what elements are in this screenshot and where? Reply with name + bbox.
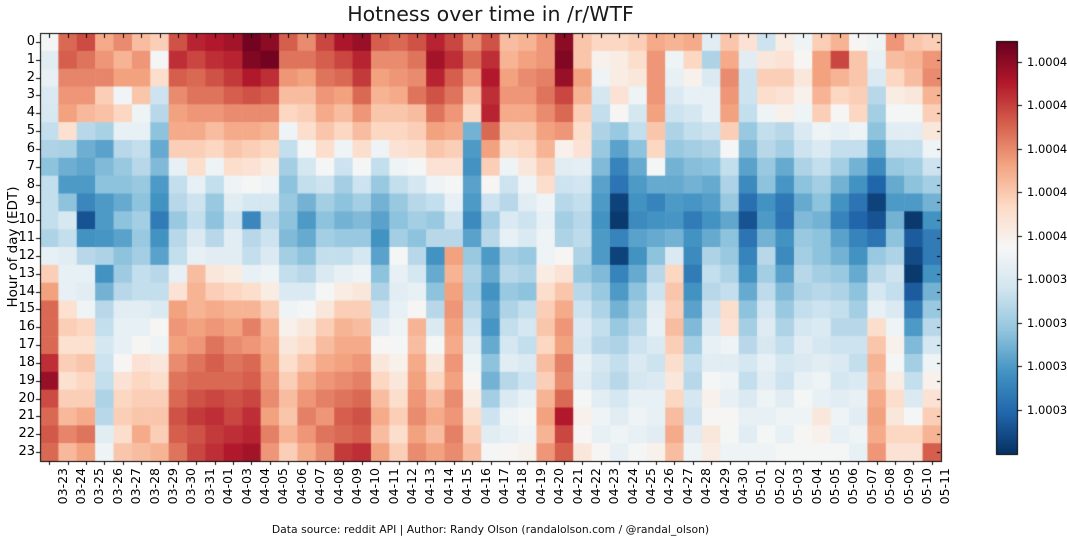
x-tick-label: 04-25 [643, 468, 659, 505]
x-tick-label: 05-03 [790, 468, 806, 505]
x-tick-label: 04-03 [238, 468, 254, 505]
y-tick-label: 7 [26, 159, 35, 174]
x-tick-label: 05-08 [882, 468, 898, 505]
y-tick-label: 10 [18, 212, 35, 227]
y-tick-label: 11 [18, 230, 35, 245]
x-tick-label: 04-22 [587, 468, 603, 505]
x-tick-label: 03-27 [128, 468, 144, 505]
x-tick-label: 05-10 [918, 468, 934, 505]
y-tick-label: 9 [26, 194, 35, 209]
x-tick-label: 04-26 [661, 468, 677, 505]
x-tick-label: 05-04 [808, 468, 824, 505]
x-tick-label: 04-15 [459, 468, 475, 505]
x-tick-label: 05-09 [900, 468, 916, 505]
y-tick-label: 21 [18, 408, 35, 423]
x-tick-label: 03-28 [146, 468, 162, 505]
x-tick-label: 04-18 [514, 468, 530, 505]
x-tick-label: 03-25 [91, 468, 107, 505]
y-tick-label: 12 [18, 248, 35, 263]
x-tick-label: 04-09 [348, 468, 364, 505]
x-tick-label: 04-04 [256, 468, 272, 505]
x-tick-label: 03-24 [73, 468, 89, 505]
chart-title: Hotness over time in /r/WTF [347, 2, 634, 26]
y-tick-label: 4 [26, 105, 35, 120]
y-tick-label: 22 [18, 426, 35, 441]
y-tick-label: 14 [18, 284, 35, 299]
y-tick-label: 23 [18, 444, 35, 459]
x-tick-label: 04-27 [679, 468, 695, 505]
colorbar-tick-label: 1.00040 [1027, 229, 1067, 243]
x-tick-label: 05-06 [845, 468, 861, 505]
y-tick-label: 6 [26, 141, 35, 156]
x-tick-label: 04-16 [477, 468, 493, 505]
colorbar-tick-label: 1.00035 [1027, 403, 1067, 417]
x-tick-label: 04-29 [716, 468, 732, 505]
colorbar-tick-label: 1.00043 [1027, 142, 1067, 156]
y-tick-label: 16 [18, 319, 35, 334]
colorbar-tick-label: 1.00042 [1027, 185, 1067, 199]
x-tick-label: 04-24 [624, 468, 640, 505]
x-tick-label: 05-11 [937, 468, 953, 505]
y-tick-label: 5 [26, 123, 35, 138]
y-tick-label: 2 [26, 70, 35, 85]
x-tick-label: 04-21 [569, 468, 585, 505]
y-tick-label: 1 [26, 52, 35, 67]
x-tick-label: 04-17 [496, 468, 511, 505]
x-tick-label: 04-08 [330, 468, 346, 505]
x-tick-label: 04-28 [698, 468, 714, 505]
x-tick-label: 03-26 [109, 468, 125, 505]
colorbar-tick-label: 1.00046 [1027, 55, 1067, 69]
y-tick-label: 15 [18, 301, 35, 316]
x-tick-label: 05-07 [863, 468, 879, 505]
y-tick-label: 17 [18, 337, 35, 352]
colorbar-tick-label: 1.00045 [1027, 98, 1067, 112]
x-tick-label: 05-01 [753, 468, 769, 505]
y-tick-label: 18 [18, 355, 35, 370]
x-tick-label: 03-30 [183, 468, 199, 505]
x-tick-label: 04-19 [532, 468, 548, 505]
x-tick-label: 04-23 [606, 468, 622, 505]
y-tick-label: 19 [18, 373, 35, 388]
y-tick-label: 8 [26, 177, 35, 192]
x-tick-label: 04-20 [551, 468, 567, 505]
x-tick-label: 04-05 [275, 468, 291, 505]
x-tick-label: 04-12 [404, 468, 420, 505]
attribution-text: Data source: reddit API | Author: Randy … [271, 523, 710, 536]
colorbar-tick-label: 1.00038 [1027, 316, 1067, 330]
x-tick-label: 04-30 [735, 468, 751, 505]
x-tick-label: 03-23 [54, 468, 70, 505]
x-tick-label: 03-29 [165, 468, 181, 505]
x-tick-label: 05-02 [771, 468, 787, 505]
x-tick-label: 04-10 [367, 468, 383, 505]
x-tick-label: 04-11 [385, 468, 401, 505]
x-tick-label: 05-05 [826, 468, 842, 505]
x-tick-label: 04-14 [440, 468, 456, 505]
y-tick-label: 20 [18, 391, 35, 406]
x-tick-label: 04-06 [293, 468, 309, 505]
colorbar-tick-label: 1.00039 [1027, 272, 1067, 286]
x-tick-label: 03-31 [201, 468, 217, 505]
y-tick-label: 0 [26, 34, 35, 49]
x-tick-label: 04-13 [422, 468, 438, 505]
x-tick-label: 04-01 [220, 468, 236, 505]
colorbar-tick-label: 1.00036 [1027, 359, 1067, 373]
x-tick-label: 04-07 [312, 468, 328, 505]
y-tick-label: 3 [26, 87, 35, 102]
y-tick-label: 13 [18, 266, 35, 281]
